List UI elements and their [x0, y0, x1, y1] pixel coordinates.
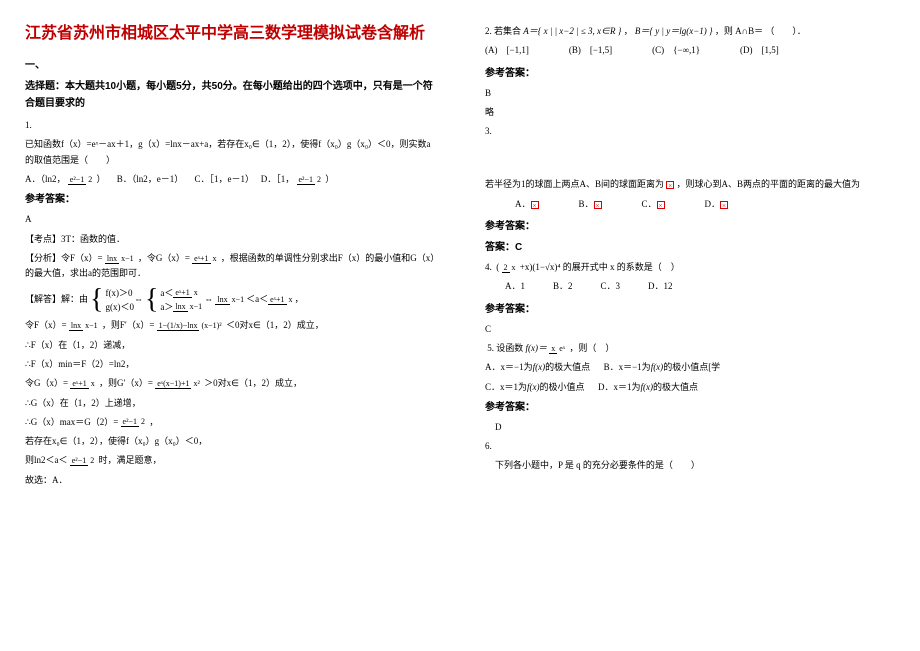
placeholder-icon: × — [666, 181, 674, 189]
placeholder-icon: × — [531, 201, 539, 209]
q4-optD: D．12 — [648, 279, 673, 294]
q1-ans: A — [25, 212, 435, 227]
q2-optA: (A) [−1,1] — [485, 43, 529, 58]
doc-title: 江苏省苏州市相城区太平中学高三数学理模拟试卷含解析 — [25, 20, 435, 47]
q2-lue: 略 — [485, 105, 895, 120]
q1-optA-frac: e²−12 — [68, 176, 94, 185]
q1-number: 1. — [25, 118, 435, 133]
q2-ans: B — [485, 86, 895, 101]
q4-optB: B．2 — [553, 279, 573, 294]
q1-Fdec: ∴F（x）在（1，2）递减， — [25, 338, 435, 353]
left-column: 江苏省苏州市相城区太平中学高三数学理模拟试卷含解析 一、 选择题：本大题共10小… — [0, 0, 460, 651]
q1-optD-frac: e²−12 — [297, 176, 323, 185]
q2-options: (A) [−1,1] (B) [−1,5] (C) {−∞,1} (D) [1,… — [485, 43, 895, 58]
q1-optA-pre: A．（ln2， — [25, 174, 66, 184]
placeholder-icon: × — [657, 201, 665, 209]
q3-options: A．× B．× C．× D．× — [515, 197, 895, 212]
q2-ans-label: 参考答案： — [485, 65, 895, 82]
q1-options-row: A．（ln2， e²−12 ） B．（ln2，e－1） C．［1，e－1） D．… — [25, 172, 435, 187]
q3-ans: 答案：C — [485, 239, 895, 256]
q1-Fdef: 令F（x）= lnxx−1 ，则F′（x）= 1−(1/x)−lnx(x−1)²… — [25, 318, 435, 333]
q2-stem: 2. 若集合 A＝{ x | | x−2 | ≤ 3, x∈R } ， B＝{ … — [485, 24, 895, 39]
q4-ans: C — [485, 322, 895, 337]
q2-optB: (B) [−1,5] — [569, 43, 612, 58]
q5-opts-row2: C．x＝1为f(x)的极小值点 D．x＝1为f(x)的极大值点 — [485, 380, 895, 395]
q5-opts-row1: A．x＝−1为f(x)的极大值点 B．x＝−1为f(x)的极小值点[学 — [485, 360, 895, 375]
q1-Gdef: 令G（x）= eˣ+1x ，则G′（x）= eˣ(x−1)+1x² ＞0对x∈（… — [25, 376, 435, 391]
q5-stem: 5. 设函数 f(x)＝ xeˣ ，则（ ） — [485, 341, 895, 356]
q1-Gmax: ∴G（x）max＝G（2）= e²−12 ， — [25, 415, 435, 430]
q3-text: 若半径为1的球面上两点A、B间的球面距离为 × ，则球心到A、B两点的平面的距离… — [485, 177, 895, 192]
frac-icon: eˣ+1x — [192, 255, 218, 264]
q4-optA: A．1 — [505, 279, 525, 294]
brace-icon: { — [145, 287, 158, 312]
q1-optC: C．［1，e－1） — [195, 174, 255, 184]
q4-ans-label: 参考答案： — [485, 301, 895, 318]
placeholder-icon: × — [594, 201, 602, 209]
q1-text: 已知函数f（x）=eˣ－ax＋1，g（x）=lnx－ax+a，若存在x₀∈（1，… — [25, 137, 435, 168]
q6-text: 下列各小题中，P 是 q 的充分必要条件的是（ ） — [495, 458, 895, 473]
frac-icon: lnxx−1 — [105, 255, 136, 264]
q1-Ginc: ∴G（x）在（1，2）上递增， — [25, 396, 435, 411]
brace-icon: { — [90, 287, 103, 312]
q4-stem: 4. ( 2x +x)(1−√x)⁴ 的展开式中 x 的系数是（ ） — [485, 260, 895, 275]
placeholder-icon: × — [720, 201, 728, 209]
q1-range: 则ln2＜a＜ e²−12 时，满足题意， — [25, 453, 435, 468]
q1-jieda-block: 【解答】解：由 { f(x)＞0 g(x)＜0 ⇔ { a＜eˣ+1x a＞ln… — [25, 286, 435, 315]
q1-kaodian: 【考点】3T：函数的值． — [25, 232, 435, 247]
q2-optC: (C) {−∞,1} — [652, 43, 700, 58]
q1-exist: 若存在x₀∈（1，2），使得f（x₀）g（x₀）＜0， — [25, 434, 435, 449]
q1-fenxi: 【分析】令F（x）= lnxx−1 ，令G（x）= eˣ+1x ，根据函数的单调… — [25, 251, 435, 282]
q3-number: 3. — [485, 124, 895, 139]
q1-optA-post: ） — [96, 174, 105, 184]
q5-ans: D — [495, 420, 895, 435]
q1-Fmin: ∴F（x）min＝F（2）=ln2， — [25, 357, 435, 372]
q1-optD-post: ） — [325, 174, 334, 184]
q4-optC: C．3 — [601, 279, 621, 294]
q3-ans-label: 参考答案： — [485, 218, 895, 235]
right-column: 2. 若集合 A＝{ x | | x−2 | ≤ 3, x∈R } ， B＝{ … — [460, 0, 920, 651]
q5-ans-label: 参考答案： — [485, 399, 895, 416]
q1-final: 故选：A． — [25, 473, 435, 488]
q1-optB: B．（ln2，e－1） — [117, 174, 184, 184]
section-one-instruct: 选择题：本大题共10小题，每小题5分，共50分。在每小题给出的四个选项中，只有是… — [25, 78, 435, 112]
section-one-label: 一、 — [25, 57, 435, 74]
q1-optD-pre: D．［1， — [261, 174, 295, 184]
q6-number: 6. — [485, 439, 895, 454]
q1-jieda-label: 【解答】解：由 — [25, 292, 88, 307]
q2-optD: (D) [1,5] — [740, 43, 779, 58]
q1-ans-label: 参考答案： — [25, 191, 435, 208]
q4-options: A．1 B．2 C．3 D．12 — [505, 279, 895, 294]
